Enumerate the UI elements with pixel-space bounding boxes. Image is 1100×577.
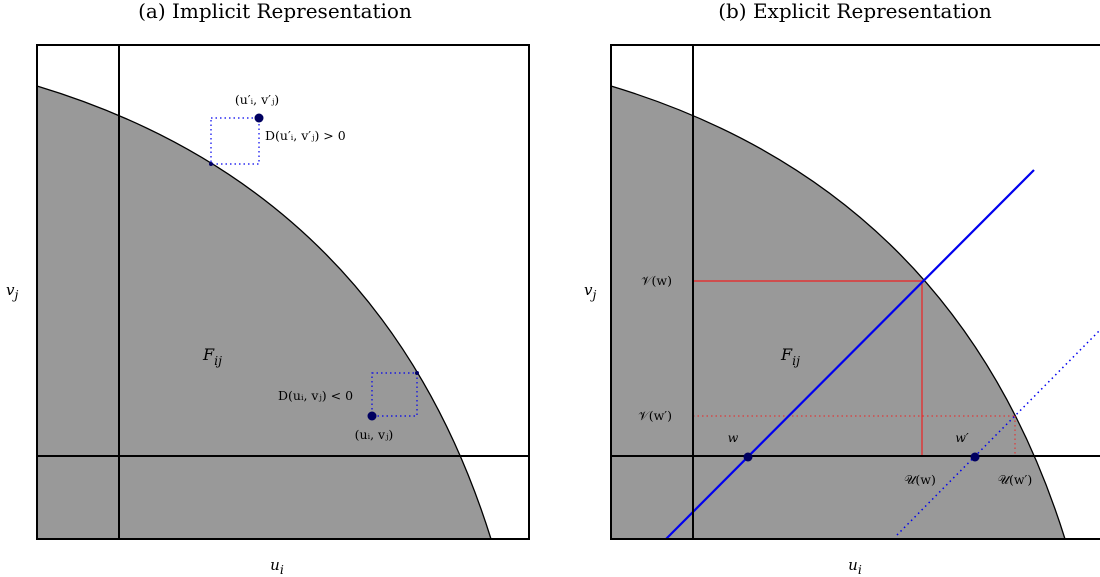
plot-frame-b [610, 44, 1100, 540]
ineq-label: D(uᵢ, vⱼ) < 0 [278, 388, 353, 403]
panel-a: (a) Implicit Representation (u′ᵢ, v′ⱼ) D… [6, 0, 530, 577]
panel-b-title: (b) Explicit Representation [718, 0, 992, 23]
frontier-point-upper [209, 162, 213, 166]
w-label: w [728, 430, 739, 445]
panel-a-title: (a) Implicit Representation [138, 0, 412, 23]
ray-w [665, 169, 1035, 540]
ineq-prime-label: D(u′ᵢ, v′ⱼ) > 0 [265, 128, 346, 143]
point-w-prime [970, 452, 980, 462]
frontier-curve-a [36, 85, 492, 540]
dotted-box-upper [210, 117, 260, 165]
w-prime-label: w′ [955, 430, 969, 445]
ray-w-prime [896, 329, 1100, 536]
region-label-a: Fij [202, 345, 222, 368]
point-label: (uᵢ, vⱼ) [355, 427, 394, 442]
vw-label: 𝒱(w) [641, 273, 672, 288]
feasible-region-a [37, 86, 491, 539]
panel-b: (b) Explicit Representation w w′ 𝒱(w) 𝒱(… [584, 0, 1100, 577]
dotted-box-lower [371, 372, 418, 417]
frontier-curve-b [610, 85, 1066, 540]
y-axis-label-a: vj [6, 281, 18, 302]
frontier-point-lower [415, 371, 419, 375]
point-prime-marker [254, 113, 264, 123]
region-label-b: Fij [780, 345, 800, 368]
point-w [743, 452, 753, 462]
uwp-label: 𝒰(w′) [998, 472, 1033, 487]
plot-frame-a [36, 44, 530, 540]
point-prime-label: (u′ᵢ, v′ⱼ) [235, 92, 279, 107]
vwp-label: 𝒱(w′) [638, 408, 672, 423]
uw-label: 𝒰(w) [904, 472, 936, 487]
feasible-region-b [611, 86, 1065, 539]
x-axis-label-b: ui [848, 556, 862, 577]
x-axis-label-a: ui [270, 556, 284, 577]
y-axis-label-b: vj [584, 281, 596, 302]
point-marker [367, 411, 377, 421]
